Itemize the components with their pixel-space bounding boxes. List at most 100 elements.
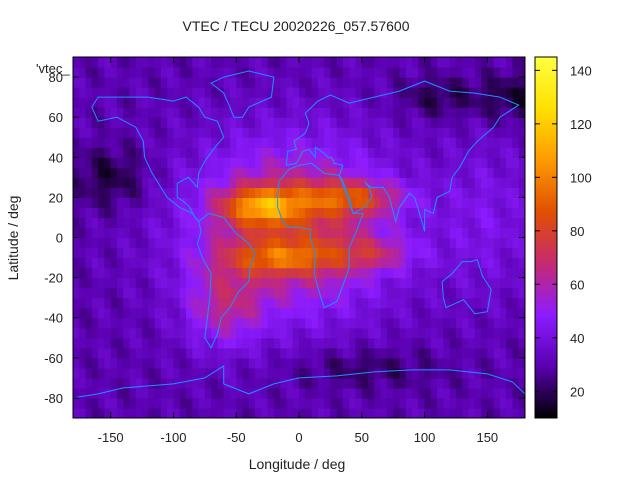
heatmap-cell (405, 197, 413, 209)
heatmap-cell (493, 407, 501, 418)
heatmap-cell (330, 87, 338, 98)
heatmap-cell (129, 57, 137, 68)
y-tick-label: 0 (56, 231, 63, 246)
heatmap-cell (91, 87, 99, 98)
heatmap-cell (236, 207, 244, 219)
heatmap-cell (374, 327, 382, 339)
heatmap-cell (418, 97, 426, 108)
heatmap-cell (73, 107, 80, 118)
heatmap-cell (229, 227, 237, 239)
heatmap-cell (336, 357, 344, 369)
heatmap-cell (85, 167, 93, 178)
heatmap-cell (179, 97, 187, 108)
heatmap-cell (248, 277, 256, 289)
heatmap-cell (167, 77, 175, 88)
heatmap-cell (211, 147, 218, 158)
heatmap-cell (380, 227, 388, 239)
heatmap-cell (211, 327, 218, 339)
heatmap-cell (393, 317, 401, 329)
heatmap-cell (167, 97, 175, 108)
heatmap-cell (468, 177, 476, 188)
heatmap-cell (430, 127, 438, 138)
heatmap-cell (506, 137, 514, 148)
heatmap-cell (204, 237, 212, 249)
heatmap-cell (462, 327, 470, 339)
heatmap-cell (386, 267, 394, 279)
heatmap-cell (355, 87, 363, 98)
heatmap-cell (255, 87, 262, 98)
heatmap-cell (455, 127, 463, 138)
heatmap-cell (305, 297, 313, 309)
heatmap-cell (361, 337, 369, 349)
heatmap-cell (393, 127, 401, 138)
heatmap-cell (255, 127, 262, 138)
heatmap-cell (424, 97, 432, 108)
heatmap-cell (116, 357, 124, 369)
heatmap-cell (261, 57, 269, 68)
heatmap-cell (342, 167, 350, 178)
heatmap-cell (160, 327, 168, 339)
heatmap-cell (317, 187, 325, 198)
heatmap-cell (286, 187, 294, 198)
heatmap-cell (518, 267, 525, 279)
heatmap-cell (330, 207, 338, 219)
heatmap-cell (317, 217, 325, 229)
heatmap-cell (412, 117, 419, 128)
heatmap-cell (91, 177, 99, 188)
heatmap-cell (261, 197, 269, 209)
heatmap-cell (217, 257, 225, 269)
heatmap-cell (449, 117, 457, 128)
heatmap-cell (204, 347, 212, 359)
heatmap-cell (236, 187, 244, 198)
heatmap-cell (98, 397, 105, 409)
heatmap-cell (405, 387, 413, 399)
heatmap-cell (229, 97, 237, 108)
heatmap-cell (104, 397, 112, 409)
heatmap-cell (236, 197, 244, 209)
heatmap-cell (98, 327, 105, 339)
heatmap-cell (110, 187, 118, 198)
heatmap-cell (98, 217, 105, 229)
heatmap-cell (129, 237, 137, 249)
heatmap-cell (142, 117, 149, 128)
heatmap-cell (129, 177, 137, 188)
heatmap-cell (481, 387, 488, 399)
heatmap-cell (173, 397, 181, 409)
heatmap-cell (116, 117, 124, 128)
heatmap-cell (506, 347, 514, 359)
heatmap-cell (73, 157, 80, 168)
heatmap-cell (342, 327, 350, 339)
heatmap-cell (418, 367, 426, 379)
heatmap-cell (204, 277, 212, 289)
heatmap-cell (204, 407, 212, 418)
heatmap-cell (135, 67, 143, 78)
heatmap-cell (405, 357, 413, 369)
heatmap-cell (317, 407, 325, 418)
heatmap-cell (79, 237, 87, 249)
heatmap-cell (173, 207, 181, 219)
heatmap-cell (499, 177, 507, 188)
heatmap-cell (255, 67, 262, 78)
heatmap-cell (192, 347, 200, 359)
heatmap-cell (399, 147, 407, 158)
heatmap-cell (198, 267, 206, 279)
heatmap-cell (217, 267, 225, 279)
heatmap-cell (499, 167, 507, 178)
heatmap-cell (148, 397, 156, 409)
heatmap-cell (167, 227, 175, 239)
heatmap-cell (481, 87, 488, 98)
heatmap-cell (135, 317, 143, 329)
heatmap-cell (148, 347, 156, 359)
heatmap-cell (424, 397, 432, 409)
heatmap-cell (160, 197, 168, 209)
heatmap-cell (342, 257, 350, 269)
heatmap-cell (393, 337, 401, 349)
heatmap-cell (462, 397, 470, 409)
heatmap-cell (386, 317, 394, 329)
heatmap-cell (330, 57, 338, 68)
heatmap-cell (116, 187, 124, 198)
heatmap-cell (85, 157, 93, 168)
heatmap-cell (123, 197, 131, 209)
heatmap-cell (342, 237, 350, 249)
